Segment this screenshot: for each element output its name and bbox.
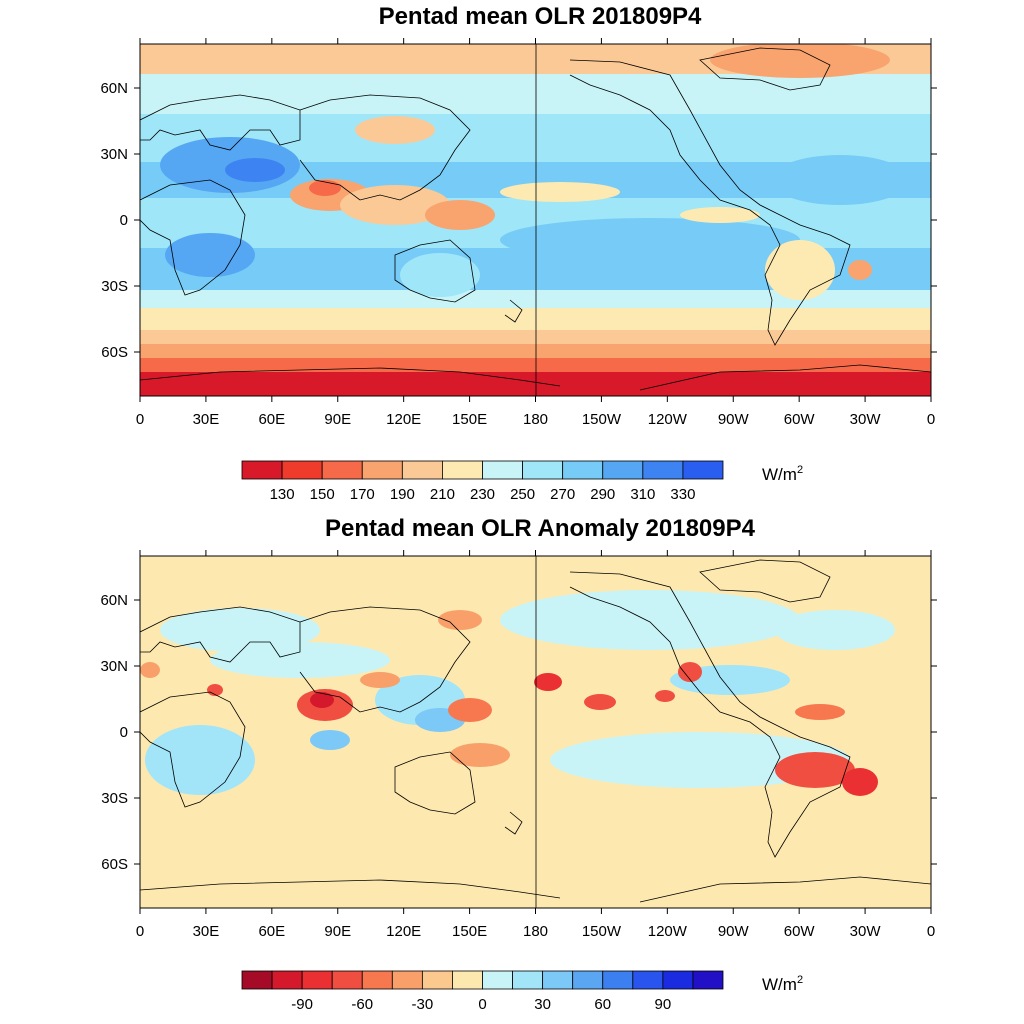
colorbar-swatch xyxy=(542,970,574,990)
colorbar-swatch xyxy=(301,970,333,990)
lon-tick-label: 120E xyxy=(386,411,421,428)
panel-title: Pentad mean OLR Anomaly 201809P4 xyxy=(325,515,756,542)
colorbar-swatch xyxy=(281,460,323,480)
colorbar-label: 270 xyxy=(550,486,575,503)
colorbar-label: 190 xyxy=(390,486,415,503)
axis-ticks: 0 30E 60E 90E 120E 150E 180 150W 120W 90W 60W 30W 0 6… xyxy=(100,550,937,940)
colorbar-label: -90 xyxy=(291,996,313,1013)
colorbar-swatch xyxy=(662,970,694,990)
lon-tick-label: 120W xyxy=(648,923,688,940)
colorbar: 130 150 170 190 210 230 250 270 290 310 330 W/m2 xyxy=(241,460,803,503)
lon-tick-label: 90E xyxy=(324,411,351,428)
colorbar-label: -60 xyxy=(351,996,373,1013)
lon-tick-label: 0 xyxy=(927,923,935,940)
colorbar-swatch xyxy=(482,460,523,480)
lon-tick-label: 120E xyxy=(386,923,421,940)
lat-tick-label: 60S xyxy=(101,344,128,361)
lon-tick-label: 60E xyxy=(258,923,285,940)
lon-tick-label: 150W xyxy=(582,411,622,428)
colorbar-swatch xyxy=(401,460,443,480)
lat-tick-label: 60N xyxy=(100,592,128,609)
colorbar-swatch xyxy=(632,970,664,990)
lon-tick-label: 30W xyxy=(850,923,882,940)
panel-olr-anomaly: Pentad mean OLR Anomaly 201809P4 xyxy=(100,515,937,1013)
colorbar: -90 -60 -30 0 30 60 90 W/m2 xyxy=(241,970,803,1013)
coastlines xyxy=(140,47,931,391)
colorbar-swatch xyxy=(642,460,684,480)
colorbar-label: 90 xyxy=(655,996,672,1013)
lon-tick-label: 30W xyxy=(850,411,882,428)
lon-tick-label: 60W xyxy=(784,411,816,428)
colorbar-swatch xyxy=(241,460,283,480)
lat-tick-label: 30S xyxy=(101,278,128,295)
colorbar-swatch xyxy=(482,970,513,990)
lat-tick-label: 60S xyxy=(101,856,128,873)
lon-tick-label: 60W xyxy=(784,923,816,940)
lat-tick-label: 30S xyxy=(101,790,128,807)
colorbar-unit: W/m2 xyxy=(762,974,803,994)
colorbar-swatch xyxy=(321,460,363,480)
lon-tick-label: 30E xyxy=(193,411,220,428)
colorbar-label: 60 xyxy=(594,996,611,1013)
colorbar-label: 170 xyxy=(350,486,375,503)
colorbar-swatch xyxy=(331,970,363,990)
lat-tick-label: 30N xyxy=(100,658,128,675)
colorbar-swatch xyxy=(361,460,403,480)
colorbar-swatch xyxy=(421,970,453,990)
lon-tick-label: 30E xyxy=(193,923,220,940)
lon-tick-label: 0 xyxy=(136,411,144,428)
colorbar-label: 150 xyxy=(310,486,335,503)
axis-ticks: 0 30E 60E 90E 120E 150E 180 150W 120W 90W 60W 30W 0 6… xyxy=(100,38,937,428)
colorbar-unit: W/m2 xyxy=(762,464,803,484)
lon-tick-label: 0 xyxy=(136,923,144,940)
colorbar-label: 230 xyxy=(470,486,495,503)
colorbar-label: 210 xyxy=(430,486,455,503)
lon-tick-label: 90E xyxy=(324,923,351,940)
lon-tick-label: 150W xyxy=(582,923,622,940)
colorbar-swatch xyxy=(452,970,483,990)
lon-tick-label: 0 xyxy=(927,411,935,428)
lat-tick-label: 0 xyxy=(120,724,128,741)
lon-tick-label: 90W xyxy=(718,923,750,940)
colorbar-swatch xyxy=(682,460,724,480)
colorbar-swatch xyxy=(361,970,393,990)
coastlines xyxy=(140,559,931,903)
colorbar-swatch xyxy=(391,970,423,990)
colorbar-swatch xyxy=(522,460,564,480)
lat-tick-label: 0 xyxy=(120,212,128,229)
colorbar-label: 330 xyxy=(670,486,695,503)
panel-title: Pentad mean OLR 201809P4 xyxy=(379,3,702,30)
lon-tick-label: 150E xyxy=(452,411,487,428)
colorbar-swatch xyxy=(602,970,634,990)
map-mean-olr xyxy=(140,44,931,396)
colorbar-swatch xyxy=(241,970,273,990)
lat-tick-label: 60N xyxy=(100,80,128,97)
colorbar-swatch xyxy=(271,970,303,990)
lon-tick-label: 150E xyxy=(452,923,487,940)
colorbar-label: 250 xyxy=(510,486,535,503)
lon-tick-label: 180 xyxy=(523,923,548,940)
colorbar-swatch xyxy=(572,970,604,990)
colorbar-label: 130 xyxy=(270,486,295,503)
colorbar-label: 0 xyxy=(478,996,486,1013)
map-olr-anomaly xyxy=(140,556,931,908)
lon-tick-label: 90W xyxy=(718,411,750,428)
colorbar-label: -30 xyxy=(412,996,434,1013)
colorbar-label: 30 xyxy=(534,996,551,1013)
panel-mean-olr: Pentad mean OLR 201809P4 xyxy=(100,3,937,503)
colorbar-label: 310 xyxy=(630,486,655,503)
lon-tick-label: 120W xyxy=(648,411,688,428)
colorbar-swatch xyxy=(512,970,544,990)
lon-tick-label: 60E xyxy=(258,411,285,428)
colorbar-label: 290 xyxy=(590,486,615,503)
colorbar-swatch xyxy=(602,460,644,480)
colorbar-swatch xyxy=(562,460,604,480)
colorbar-swatch xyxy=(692,970,724,990)
colorbar-swatch xyxy=(442,460,483,480)
lat-tick-label: 30N xyxy=(100,146,128,163)
lon-tick-label: 180 xyxy=(523,411,548,428)
